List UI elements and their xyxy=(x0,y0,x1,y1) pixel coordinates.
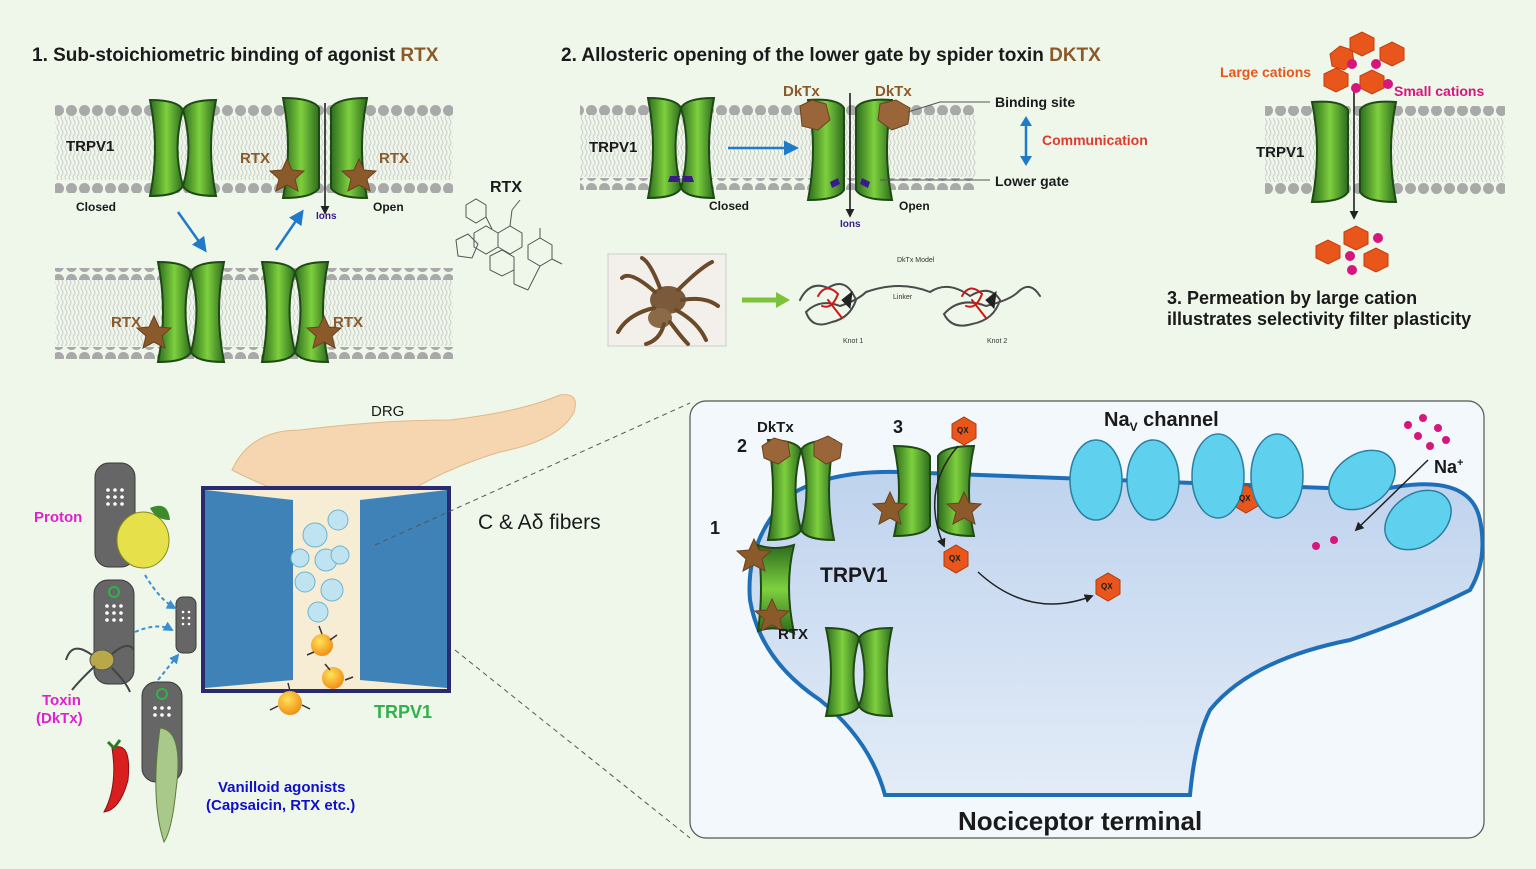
panel1-ions-label: Ions xyxy=(316,211,337,222)
dktx-hexagon-shapes-p2 xyxy=(799,99,911,131)
terminal-num2: 2 xyxy=(737,436,748,456)
membrane-panel2 xyxy=(580,103,976,190)
membrane-top-left xyxy=(55,104,453,193)
proton-label: Proton xyxy=(34,509,83,526)
box-flap-left xyxy=(205,490,293,688)
panel1-rtx-label-d: RTX xyxy=(333,314,363,331)
arrow-closed-to-bound xyxy=(176,211,207,253)
qx-hexagons xyxy=(943,416,1259,602)
small-cations-label: Small cations xyxy=(1394,83,1485,99)
drg-label: DRG xyxy=(371,403,405,420)
box-flap-right xyxy=(360,490,447,688)
qx-label-b: QX xyxy=(949,554,961,563)
arrow-bound-to-open xyxy=(274,209,304,251)
nav-channel-3-open xyxy=(1328,449,1452,551)
dktx-model-ribbon xyxy=(799,283,1041,327)
fibers-label: C & Aδ fibers xyxy=(478,511,601,534)
panel2-open-label: Open xyxy=(899,199,930,213)
terminal-trpv1-2-dktx xyxy=(761,435,843,542)
dktx-model-title: DkTx Model xyxy=(897,257,935,264)
toxin-label-line1: Toxin xyxy=(42,692,81,709)
trpv1-channel-open-p1 xyxy=(281,96,369,215)
panel3-caption-line1: 3. Permeation by large cation xyxy=(1167,288,1418,308)
panel1-closed-label: Closed xyxy=(76,200,117,214)
toxin-label-line2: (DkTx) xyxy=(36,710,83,727)
leader-binding-site xyxy=(907,101,941,113)
qx-label-c: QX xyxy=(1101,582,1113,591)
remote-control-proton xyxy=(94,462,170,569)
drg-trpv1-label: TRPV1 xyxy=(374,702,433,722)
nav-channel-label: NaV channel xyxy=(1104,409,1219,434)
terminal-trpv1-label: TRPV1 xyxy=(820,564,888,587)
trpv1-channel-open-p3 xyxy=(1310,90,1398,220)
terminal-trpv1-1-rtx xyxy=(735,537,796,635)
panel2-trpv1-label: TRPV1 xyxy=(589,139,638,156)
small-cations-top xyxy=(1347,59,1393,93)
communication-double-arrow xyxy=(1020,116,1032,166)
qx-entry-arrow xyxy=(933,445,959,548)
terminal-trpv1-bottom xyxy=(824,626,894,718)
terminal-dktx-label: DkTx xyxy=(757,419,794,436)
qx-label-d: QX xyxy=(1239,494,1251,503)
nociceptor-terminal-membrane xyxy=(747,469,1485,797)
panel2-dktx-label-b: DkTx xyxy=(875,83,912,100)
rtx-structure-label: RTX xyxy=(490,179,522,196)
vanilloid-label-line1: Vanilloid agonists xyxy=(218,779,346,796)
lower-gate-label: Lower gate xyxy=(995,173,1069,189)
qx-diffusion-arrow xyxy=(977,571,1094,605)
trpv1-channel-bottom-1 xyxy=(156,260,226,364)
large-cations-top xyxy=(1323,31,1405,95)
na-influx-arrow xyxy=(1354,459,1429,532)
knot1-label: Knot 1 xyxy=(843,338,864,345)
panel1-title: 1. Sub-stoichiometric binding of agonist… xyxy=(32,45,439,66)
terminal-rtx-label: RTX xyxy=(778,626,808,643)
signal-dashed-arrows xyxy=(134,574,180,681)
panel3-trpv1-label: TRPV1 xyxy=(1256,144,1305,161)
binding-site-label: Binding site xyxy=(995,94,1076,110)
panel1-rtx-label-a: RTX xyxy=(240,150,270,167)
panel1-rtx-label-b: RTX xyxy=(379,150,409,167)
trpv1-agonist-balls xyxy=(269,625,354,715)
qx-label-a: QX xyxy=(957,426,969,435)
membrane-bottom-left xyxy=(55,268,453,359)
linker-label: Linker xyxy=(893,294,913,301)
tarantula-photo xyxy=(607,253,727,347)
panel1-trpv1-label: TRPV1 xyxy=(66,138,115,155)
na-ions xyxy=(1312,414,1450,550)
large-cations-bottom xyxy=(1315,225,1389,273)
terminal-num3: 3 xyxy=(893,417,904,437)
remote-control-toxin xyxy=(65,579,135,693)
small-cations-bottom xyxy=(1345,233,1383,275)
vanilloid-label-line2: (Capsaicin, RTX etc.) xyxy=(206,797,356,814)
panel1-rtx-label-c: RTX xyxy=(111,314,141,331)
communication-label: Communication xyxy=(1042,132,1148,148)
panel2-title: 2. Allosteric opening of the lower gate … xyxy=(561,45,1101,66)
na-ion-label: Na+ xyxy=(1434,457,1464,477)
neuron-cell-bodies xyxy=(290,509,350,623)
panel2-closed-label: Closed xyxy=(709,199,750,213)
nociceptor-terminal-title: Nociceptor terminal xyxy=(958,806,1203,836)
terminal-num1: 1 xyxy=(710,518,721,538)
panel2-dktx-label-a: DkTx xyxy=(783,83,820,100)
rtx-chemical-structure xyxy=(455,198,563,291)
panel1-open-label: Open xyxy=(373,200,404,214)
terminal-trpv1-3-open xyxy=(871,444,983,538)
nav-channel-1 xyxy=(1069,439,1180,521)
rtx-star-shapes-p1 xyxy=(135,157,378,349)
nav-channel-2 xyxy=(1191,433,1304,519)
trpv1-channel-closed-p1 xyxy=(148,98,218,198)
remote-control-center xyxy=(175,596,197,654)
large-cations-label: Large cations xyxy=(1220,64,1312,80)
zoom-guide-lines xyxy=(374,402,691,839)
knot2-label: Knot 2 xyxy=(987,338,1008,345)
panel3-caption-line2: illustrates selectivity filter plasticit… xyxy=(1167,309,1472,329)
panel2-ions-label: Ions xyxy=(840,219,861,230)
remote-control-vanilloid xyxy=(103,681,183,844)
trpv1-channel-closed-p2 xyxy=(646,96,716,200)
